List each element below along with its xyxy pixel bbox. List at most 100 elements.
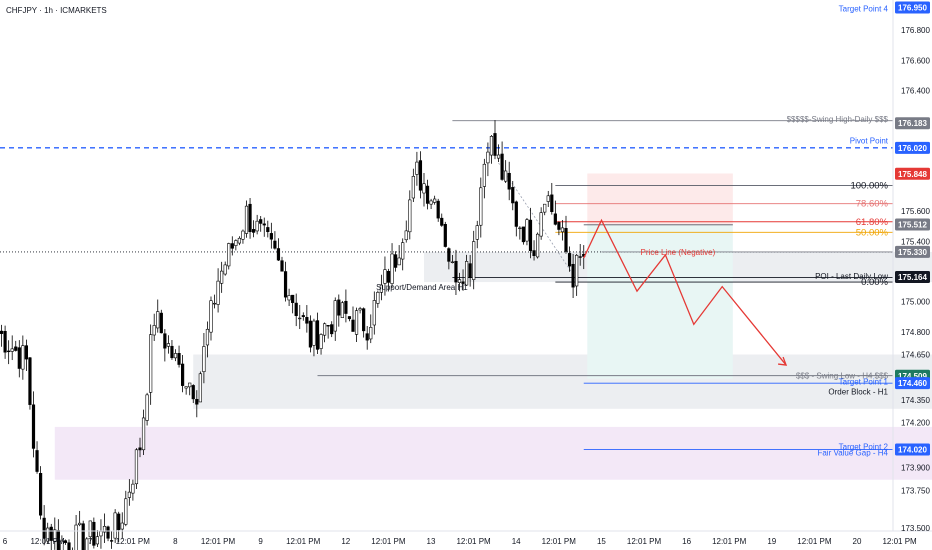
candle-body xyxy=(159,312,163,334)
candle-body xyxy=(305,317,309,324)
price-tag-label: 175.330 xyxy=(898,248,927,257)
projection-layer xyxy=(583,218,788,366)
candle-body xyxy=(248,203,252,233)
candle-body xyxy=(252,229,256,233)
candle-body xyxy=(117,513,121,531)
candle-body xyxy=(496,154,501,159)
candle-body xyxy=(7,350,11,353)
time-tick-label: 12:01 PM xyxy=(797,537,832,546)
candle-body xyxy=(479,187,483,226)
price-tag-label: 175.164 xyxy=(898,273,927,282)
candle-body xyxy=(560,227,565,233)
candle-body xyxy=(184,386,188,389)
price-tick-label: 176.400 xyxy=(901,87,930,96)
candle-body xyxy=(518,227,522,230)
candle-body xyxy=(553,213,557,225)
candle-body xyxy=(163,333,167,349)
time-tick-label: 15 xyxy=(597,537,606,546)
candle-body xyxy=(468,263,472,279)
time-tick-label: 12:01 PM xyxy=(882,537,917,546)
candle-body xyxy=(333,300,337,332)
candle-body xyxy=(415,161,419,175)
candle-body xyxy=(10,348,14,352)
candle-body xyxy=(220,270,224,284)
fib-label: 0.00% xyxy=(861,277,888,288)
candle-body xyxy=(457,279,462,283)
candle-body xyxy=(205,328,210,346)
price-tag xyxy=(895,1,930,14)
annotation-label: Price Line (Negative) xyxy=(641,248,716,257)
candle-body xyxy=(152,325,156,336)
candle-body xyxy=(56,530,60,550)
candle-body xyxy=(46,527,50,542)
candle-body xyxy=(571,263,575,288)
candle-body xyxy=(358,308,362,311)
time-axis[interactable]: 6 12:01 PM 7 12:01 PM 8 12:01 PM 9 12:01 PM 12 12… xyxy=(3,537,932,546)
candle-body xyxy=(401,242,405,260)
symbol-title: CHFJPY · 1h · ICMARKETS xyxy=(6,6,107,15)
price-tick-label: 176.800 xyxy=(901,26,930,35)
fvg-zone xyxy=(54,426,932,480)
candle-body xyxy=(21,345,25,370)
candle-body xyxy=(454,260,458,283)
candles-layer xyxy=(0,120,586,550)
candle-body xyxy=(489,136,494,156)
fib-label: 78.60% xyxy=(856,199,889,210)
fib-label: 100.00% xyxy=(850,181,888,192)
annotation-label: Fair Value Gap - H4 xyxy=(817,449,888,458)
candle-body xyxy=(124,498,128,525)
candle-body xyxy=(443,223,447,247)
price-tag-label: 176.183 xyxy=(898,119,927,128)
candle-body xyxy=(383,269,387,284)
candle-body xyxy=(575,254,579,287)
candle-body xyxy=(404,230,408,241)
price-tick-label: 173.500 xyxy=(901,524,930,533)
candle-body xyxy=(472,241,476,280)
candle-body xyxy=(177,353,181,365)
candle-body xyxy=(578,256,582,258)
candle-body xyxy=(354,310,359,335)
candle-body xyxy=(259,219,263,224)
candle-body xyxy=(99,531,103,537)
candle-body xyxy=(127,491,131,498)
candle-body xyxy=(504,170,508,182)
candle-body xyxy=(88,520,92,538)
candle-body xyxy=(170,345,174,359)
price-tag-label: 176.020 xyxy=(898,144,927,153)
candle-body xyxy=(195,398,199,405)
candle-body xyxy=(298,317,302,320)
candle-body xyxy=(223,264,227,275)
candle-body xyxy=(567,253,572,267)
candle-body xyxy=(3,331,7,353)
candle-body xyxy=(386,270,391,283)
candle-body xyxy=(408,199,412,233)
candle-body xyxy=(369,327,373,340)
candle-body xyxy=(74,524,78,550)
annotation-label: $$$$$-Swing High-Daily $$$ xyxy=(787,115,889,124)
price-tag xyxy=(895,377,930,390)
candle-body xyxy=(141,417,146,451)
candle-body xyxy=(149,334,153,393)
time-tick-label: 12:01 PM xyxy=(542,537,577,546)
price-tick-label: 174.800 xyxy=(901,328,930,337)
candle-body xyxy=(188,382,192,388)
candle-body xyxy=(330,324,334,335)
price-tick-label: 176.600 xyxy=(901,56,930,65)
candle-body xyxy=(269,233,273,240)
candle-body xyxy=(365,333,369,341)
price-axis[interactable]: 176.800 176.600 176.400 175.600 175.400 175.0… xyxy=(895,1,930,533)
time-tick-label: 12:01 PM xyxy=(286,537,321,546)
price-tag-label: 174.020 xyxy=(898,446,927,455)
candle-body xyxy=(42,517,46,539)
candle-body xyxy=(38,473,43,516)
candle-body xyxy=(131,483,135,494)
time-tick-label: 12:01 PM xyxy=(116,537,151,546)
candle-body xyxy=(24,345,29,360)
time-tick-label: 14 xyxy=(512,537,521,546)
candle-body xyxy=(362,308,366,332)
annotation-label: POI - Last Daily Low xyxy=(815,272,888,281)
annotation-label: Target Point 4 xyxy=(839,5,889,14)
candle-body xyxy=(532,250,536,256)
candle-body xyxy=(539,212,543,237)
